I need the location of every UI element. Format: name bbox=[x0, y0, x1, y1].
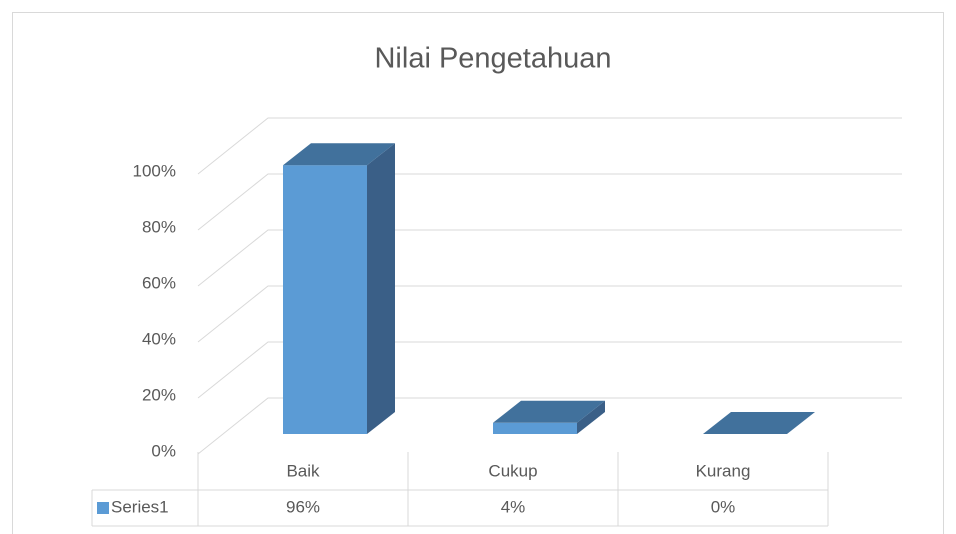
x-tick-label: Cukup bbox=[488, 461, 537, 480]
y-tick-label: 60% bbox=[142, 273, 176, 292]
bar-top bbox=[283, 143, 395, 166]
chart-frame bbox=[12, 12, 944, 534]
grid-line bbox=[197, 173, 902, 231]
table-value: 4% bbox=[501, 497, 526, 516]
y-tick-label: 80% bbox=[142, 217, 176, 236]
legend-swatch bbox=[97, 502, 109, 514]
grid-line bbox=[197, 285, 902, 343]
y-tick-label: 20% bbox=[142, 385, 176, 404]
bar-top bbox=[493, 400, 605, 423]
bar-front bbox=[283, 165, 367, 434]
grid-line bbox=[197, 229, 902, 287]
grid-line bbox=[197, 341, 902, 399]
bar-side bbox=[577, 400, 605, 434]
y-tick-label: 100% bbox=[133, 161, 176, 180]
y-tick-label: 40% bbox=[142, 329, 176, 348]
table-value: 0% bbox=[711, 497, 736, 516]
y-tick-label: 0% bbox=[151, 441, 176, 460]
bar-side bbox=[367, 143, 395, 434]
table-value: 96% bbox=[286, 497, 320, 516]
grid-line bbox=[197, 117, 902, 175]
grid-line bbox=[197, 397, 902, 455]
chart-title: Nilai Pengetahuan bbox=[374, 43, 611, 75]
bar-front bbox=[493, 422, 577, 434]
x-tick-label: Kurang bbox=[696, 461, 751, 480]
bar-top bbox=[703, 412, 815, 434]
x-tick-label: Baik bbox=[286, 461, 320, 480]
legend-label: Series1 bbox=[111, 497, 169, 516]
